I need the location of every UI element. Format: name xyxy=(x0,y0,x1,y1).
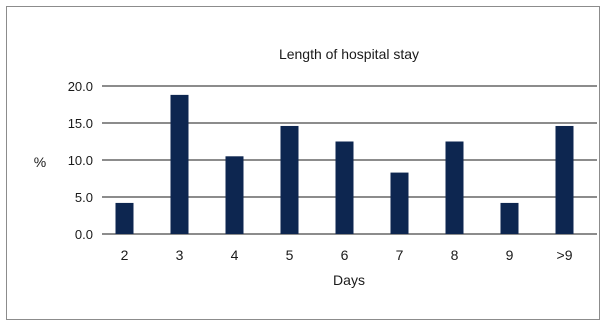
x-tick-label: 5 xyxy=(286,247,294,263)
x-tick-label: 6 xyxy=(341,247,349,263)
bar xyxy=(225,156,244,234)
x-axis-label: Days xyxy=(333,272,365,288)
x-tick-label: >9 xyxy=(557,247,573,263)
x-tick-label: 8 xyxy=(451,247,459,263)
y-axis-ticks: 0.0 5.0 10.0 15.0 20.0 xyxy=(68,79,93,242)
bar xyxy=(170,94,189,234)
bar-chart: Length of hospital stay 0.05.010.015.020… xyxy=(34,46,597,288)
y-tick-label: 5.0 xyxy=(75,190,93,205)
y-tick-label: 15.0 xyxy=(68,116,93,131)
bar xyxy=(280,125,299,234)
x-tick-label: 2 xyxy=(121,247,129,263)
x-tick-label: 9 xyxy=(506,247,514,263)
bar xyxy=(390,172,409,234)
y-tick-label: 0.0 xyxy=(75,227,93,242)
y-axis-label: % xyxy=(34,154,46,170)
chart-title: Length of hospital stay xyxy=(279,46,419,62)
bars xyxy=(115,94,574,234)
x-tick-label: 7 xyxy=(396,247,404,263)
bar xyxy=(445,141,464,234)
bar xyxy=(500,202,519,234)
x-tick-label: 4 xyxy=(231,247,239,263)
bar xyxy=(555,125,574,234)
y-tick-label: 20.0 xyxy=(68,79,93,94)
y-tick-label: 10.0 xyxy=(68,153,93,168)
bar xyxy=(115,202,134,234)
x-axis-ticks: 2 3 4 5 6 7 8 9 >9 xyxy=(121,247,573,263)
chart-frame: Length of hospital stay 0.0 5.0 10.0 15.0 20… xyxy=(6,6,600,320)
bar xyxy=(335,141,354,234)
x-tick-label: 3 xyxy=(176,247,184,263)
